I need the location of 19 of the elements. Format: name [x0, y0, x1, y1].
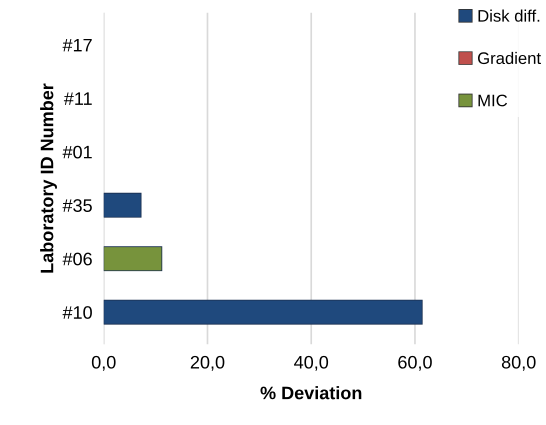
bar — [104, 246, 162, 272]
legend-label: Disk diff. — [478, 10, 540, 22]
y-axis-title: Laboratory ID Number — [40, 83, 57, 273]
y-tick-label: #01 — [62, 146, 92, 158]
legend-label: Gradient — [478, 52, 541, 64]
y-tick-label: #17 — [62, 38, 92, 52]
x-tick-label: 60,0 — [398, 356, 432, 371]
y-tick-label: #11 — [64, 92, 92, 105]
bar — [104, 192, 142, 218]
x-tick-label: 20,0 — [190, 356, 224, 371]
x-tick-label: 80,0 — [502, 356, 536, 371]
legend-label: MIC — [478, 94, 508, 106]
bar — [104, 300, 423, 325]
y-tick-label: #35 — [62, 199, 92, 212]
x-tick-label: 0,0 — [92, 356, 116, 371]
y-tick-label: #06 — [62, 252, 92, 266]
x-tick-label: 40,0 — [294, 356, 328, 371]
y-tick-label: #10 — [62, 306, 92, 319]
x-axis-title: % Deviation — [260, 386, 362, 400]
